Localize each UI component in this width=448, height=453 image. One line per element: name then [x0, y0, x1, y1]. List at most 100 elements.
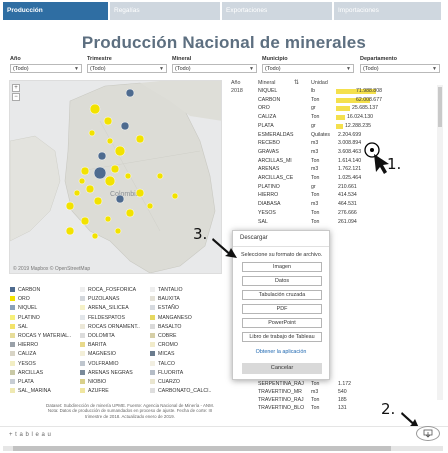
filter-anio-select[interactable]: (Todo) ▼: [10, 64, 82, 73]
legend-item[interactable]: PLATINO: [10, 314, 40, 321]
filter-departamento-select[interactable]: (Todo) ▼: [360, 64, 440, 73]
filter-trimestre-select[interactable]: (Todo) ▼: [87, 64, 167, 73]
legend-item[interactable]: DOLOMITA: [80, 333, 115, 339]
legend-item[interactable]: FLUORITA: [150, 369, 183, 376]
scrollbar-thumb[interactable]: [438, 87, 442, 127]
legend-item[interactable]: ESTAÑO: [150, 305, 179, 311]
map-point[interactable]: [110, 164, 120, 174]
tab-importaciones[interactable]: Importaciones: [334, 2, 441, 20]
map-point[interactable]: [135, 134, 145, 144]
map-point[interactable]: [104, 175, 116, 187]
tab-regalias[interactable]: Regalías: [110, 2, 220, 20]
legend-item[interactable]: SAL_MARINA: [10, 388, 51, 394]
download-data-button[interactable]: Datos: [242, 276, 322, 286]
map-point[interactable]: [91, 232, 99, 240]
legend-item[interactable]: PLATA: [10, 379, 34, 385]
horizontal-scrollbar[interactable]: [3, 446, 443, 451]
filter-municipio-select[interactable]: (Todo) ▼: [262, 64, 354, 73]
map-point[interactable]: [80, 166, 90, 176]
legend-swatch: [150, 360, 155, 366]
legend-item[interactable]: ROCAS ORNAMENT..: [80, 323, 140, 330]
legend-item[interactable]: NIQUEL: [10, 305, 37, 311]
download-crosstab-button[interactable]: Tabulación cruzada: [242, 290, 322, 300]
legend-label: FELDESPATOS: [88, 314, 125, 321]
unit-cell: Quilates: [311, 131, 331, 138]
legend-item[interactable]: BAUXITA: [150, 296, 180, 302]
legend-item[interactable]: CALIZA: [10, 351, 36, 357]
legend-item[interactable]: CROMO: [150, 342, 178, 348]
tab-produccion[interactable]: Producción: [3, 2, 108, 20]
map-point[interactable]: [156, 172, 164, 180]
map-point[interactable]: [114, 145, 126, 157]
map-point[interactable]: [171, 192, 179, 200]
legend-item[interactable]: AZUFRE: [80, 388, 109, 394]
scrollbar-thumb[interactable]: [13, 446, 391, 451]
legend-item[interactable]: MICAS: [150, 351, 174, 357]
map-view[interactable]: Colombia + − © 2019 Mapbox © OpenStreetM…: [9, 80, 222, 274]
tableau-logo[interactable]: + t a b l e a u: [9, 432, 52, 438]
map-point[interactable]: [85, 184, 95, 194]
map-point[interactable]: [88, 129, 96, 137]
map-point[interactable]: [97, 151, 107, 161]
download-powerpoint-button[interactable]: PowerPoint: [242, 318, 322, 328]
legend-item[interactable]: ROCA_FOSFORICA: [80, 287, 136, 293]
map-point[interactable]: [89, 103, 101, 115]
legend-item[interactable]: BARITA: [80, 342, 106, 348]
mineral-cell: TRAVERTINO_RAJ: [258, 397, 304, 403]
download-image-button[interactable]: Imagen: [242, 262, 322, 272]
map-point[interactable]: [146, 202, 154, 210]
legend-item[interactable]: NIOBIO: [80, 379, 106, 385]
sort-icon[interactable]: ⇅: [294, 80, 300, 86]
legend-item[interactable]: COBRE: [150, 333, 176, 339]
map-point[interactable]: [115, 194, 125, 204]
download-pdf-button[interactable]: PDF: [242, 304, 322, 314]
legend-item[interactable]: ORO: [10, 296, 30, 302]
legend-item[interactable]: YESOS: [10, 360, 36, 367]
legend-item[interactable]: HIERRO: [10, 342, 38, 348]
legend-item[interactable]: ARENAS NEGRAS: [80, 369, 133, 376]
legend-item[interactable]: ARENA_SILICEA: [80, 305, 129, 311]
legend-item[interactable]: CUARZO: [150, 379, 180, 385]
map-point[interactable]: [114, 227, 122, 235]
legend-item[interactable]: MAGNESIO: [80, 351, 116, 357]
legend-item[interactable]: CARBON: [10, 287, 40, 293]
map-point[interactable]: [125, 208, 135, 218]
map-point[interactable]: [80, 216, 90, 226]
legend-item[interactable]: MANGANESO: [150, 314, 192, 321]
legend-item[interactable]: SAL: [10, 323, 28, 330]
map-point[interactable]: [120, 121, 130, 131]
download-button[interactable]: [416, 426, 440, 441]
filter-mineral-select[interactable]: (Todo) ▼: [172, 64, 257, 73]
map-point[interactable]: [78, 177, 86, 185]
map-point[interactable]: [73, 189, 81, 197]
legend-item[interactable]: ARCILLAS: [10, 369, 43, 376]
map-point[interactable]: [135, 188, 145, 198]
map-point[interactable]: [65, 226, 75, 236]
map-point[interactable]: [125, 88, 135, 98]
map-point[interactable]: [93, 166, 107, 180]
map-point[interactable]: [65, 201, 75, 211]
map-point[interactable]: [104, 215, 112, 223]
zoom-out-button[interactable]: −: [12, 93, 20, 101]
download-dialog: Descargar Seleccione su formato de archi…: [232, 230, 330, 380]
legend-swatch: [10, 360, 15, 366]
get-app-link[interactable]: Obtener la aplicación: [255, 349, 307, 355]
legend-item[interactable]: TANTALIO: [150, 287, 183, 293]
table-scrollbar[interactable]: [437, 85, 443, 400]
map-point[interactable]: [124, 172, 132, 180]
map-point[interactable]: [93, 196, 103, 206]
zoom-in-button[interactable]: +: [12, 84, 20, 92]
legend-item[interactable]: FELDESPATOS: [80, 314, 125, 321]
map-point[interactable]: [106, 137, 114, 145]
tab-exportaciones[interactable]: Exportaciones: [222, 2, 332, 20]
legend-item[interactable]: VOLFRAMIO: [80, 360, 119, 367]
legend-item[interactable]: TALCO: [150, 360, 175, 367]
legend-item[interactable]: PUZOLANAS: [80, 296, 119, 302]
legend-item[interactable]: ROCAS Y MATERIAL..: [10, 333, 71, 339]
download-workbook-button[interactable]: Libro de trabajo de Tableau: [242, 332, 322, 342]
legend-item[interactable]: CARBONATO_CALCI..: [150, 388, 211, 394]
legend-swatch: [10, 379, 15, 384]
map-point[interactable]: [103, 116, 113, 126]
cancel-button[interactable]: Cancelar: [242, 363, 322, 374]
legend-item[interactable]: BASALTO: [150, 323, 181, 330]
